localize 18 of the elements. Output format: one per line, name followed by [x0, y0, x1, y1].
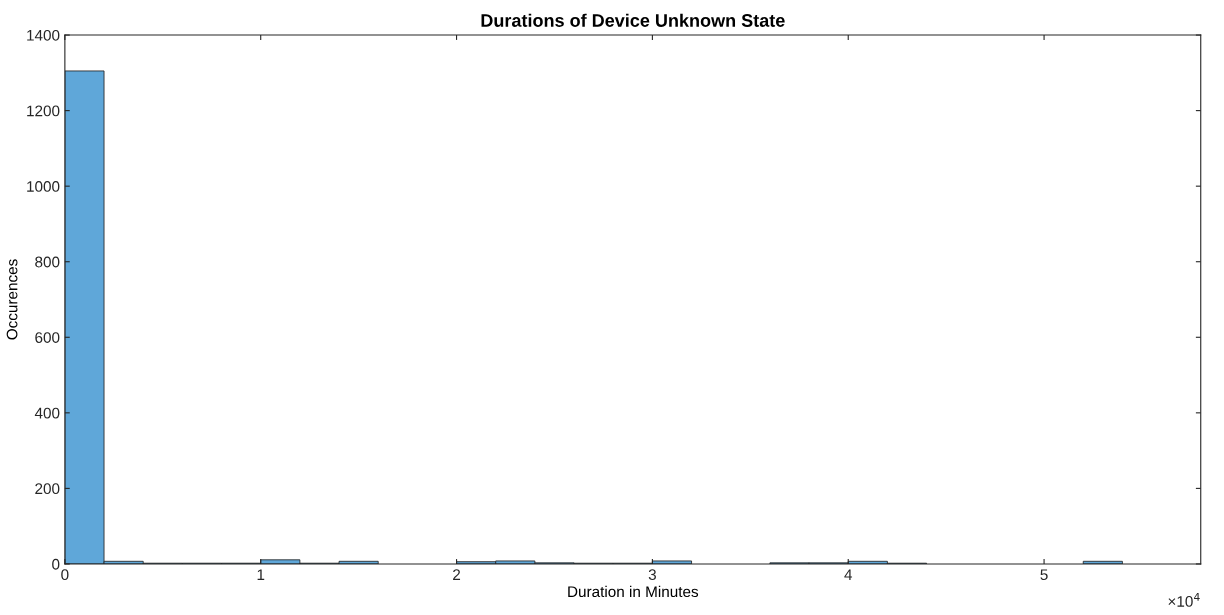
- y-tick-label: 1200: [27, 105, 60, 117]
- y-tick-label: 0: [52, 558, 60, 570]
- y-axis-title: Occurences: [6, 259, 18, 340]
- x-tick-label: 4: [844, 569, 853, 580]
- y-tick-label: 800: [35, 256, 60, 268]
- y-tick-label: 600: [35, 332, 60, 343]
- x-tick-label: 3: [648, 569, 656, 581]
- x-tick-label: 1: [257, 569, 265, 580]
- x-tick-label: 5: [1040, 569, 1048, 581]
- y-tick-label: 1000: [27, 181, 60, 192]
- y-tick-label: 1400: [27, 29, 60, 41]
- x-tick-label: 2: [453, 569, 461, 580]
- x-axis-title: Duration in Minutes: [568, 585, 699, 598]
- x-tick-label: 0: [61, 569, 69, 581]
- y-tick-label: 400: [34, 407, 60, 419]
- text: ×10$^{4}$: [1168, 593, 1200, 607]
- y-tick-label: 200: [35, 483, 60, 495]
- chart-title: Durations of Device Unknown State: [481, 13, 785, 27]
